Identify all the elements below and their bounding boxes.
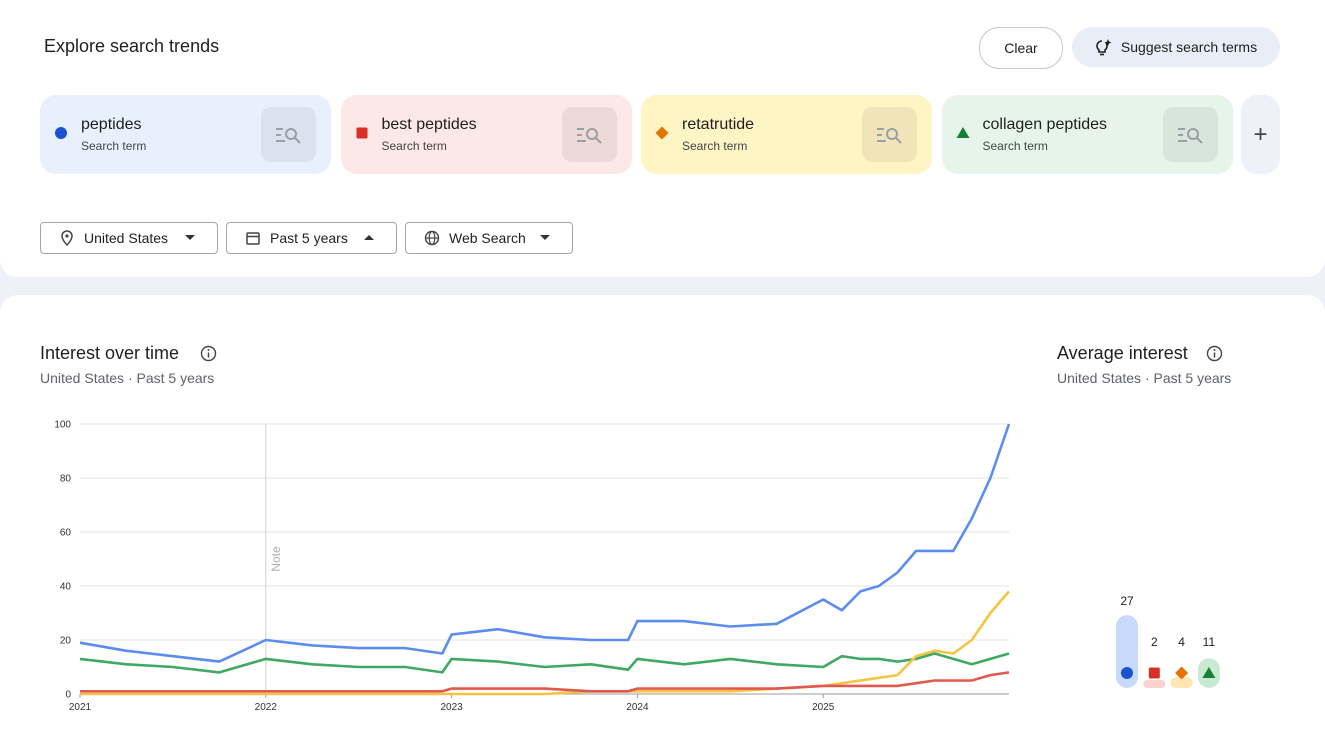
average-marker: [1202, 667, 1216, 678]
filter-label: United States: [84, 230, 169, 246]
compare-button[interactable]: [1162, 107, 1218, 162]
average-bar: [1143, 680, 1166, 688]
term-card[interactable]: retatrutide Search term: [641, 95, 932, 174]
note-label: Note: [269, 546, 283, 572]
term-type: Search term: [81, 139, 147, 153]
average-bar: [1116, 615, 1138, 688]
value-label: 11: [1203, 635, 1216, 649]
marker: [55, 127, 67, 139]
term-card[interactable]: best peptides Search term: [340, 95, 632, 174]
suggest-icon: [1096, 39, 1112, 56]
series-line: [80, 590, 1010, 696]
legend-marker: [356, 127, 367, 139]
chart-subtitle: United States · Past 5 years: [40, 370, 215, 386]
average-bar: [1170, 677, 1193, 688]
legend-marker: [956, 127, 969, 138]
series-line: [79, 652, 1010, 674]
compare-button[interactable]: [261, 107, 316, 162]
filter-label: Past 5 years: [270, 230, 348, 246]
term-card[interactable]: peptides Search term: [40, 95, 331, 174]
value-label: 4: [1178, 635, 1185, 649]
marker: [956, 127, 969, 138]
suggest-label: Suggest search terms: [1120, 39, 1258, 55]
series-line: [80, 671, 1010, 693]
suggest-button[interactable]: Suggest search terms: [1072, 27, 1280, 67]
bottom-panel: [0, 295, 1325, 742]
value-label: 27: [1120, 594, 1134, 608]
clear-button[interactable]: Clear: [979, 27, 1063, 69]
y-tick-label: 0: [65, 690, 71, 701]
term-type: Search term: [982, 139, 1048, 153]
x-tick-label: 2024: [626, 702, 649, 713]
info-icon[interactable]: [1206, 345, 1223, 362]
term-card[interactable]: collagen peptides Search term: [941, 95, 1233, 174]
search-icon: [276, 128, 301, 144]
marker: [1175, 666, 1189, 680]
legend-label: retatrutide: [682, 116, 755, 133]
info-icon[interactable]: [200, 345, 217, 362]
y-tick-label: 40: [60, 582, 72, 593]
filter-label: Web Search: [449, 230, 526, 246]
time-filter[interactable]: Past 5 years: [226, 222, 397, 254]
y-tick-label: 80: [60, 474, 72, 485]
marker: [1202, 667, 1216, 678]
x-tick-label: 2022: [255, 702, 278, 713]
value-label: 2: [1151, 635, 1158, 649]
average-marker: [1148, 667, 1160, 679]
y-tick-label: 100: [54, 420, 71, 431]
x-tick-label: 2023: [440, 702, 463, 713]
term-type: Search term: [381, 139, 447, 153]
average-marker: [1175, 666, 1189, 680]
legend-marker: [55, 127, 67, 139]
compare-button[interactable]: [561, 107, 617, 162]
term-type: Search term: [682, 139, 748, 153]
series-line: [79, 423, 1011, 663]
y-tick-label: 20: [60, 636, 72, 647]
chart-title: Average interest: [1057, 343, 1188, 363]
marker: [1148, 667, 1160, 679]
marker: [655, 126, 669, 140]
search-type-filter[interactable]: Web Search: [405, 222, 573, 254]
marker: [1121, 667, 1133, 679]
page-title: Explore search trends: [44, 36, 220, 56]
search-icon: [1177, 128, 1203, 144]
search-icon: [576, 128, 602, 144]
location-filter[interactable]: United States: [40, 222, 218, 254]
marker: [356, 127, 367, 139]
add-term-button[interactable]: +: [1241, 95, 1280, 174]
legend-marker: [655, 126, 669, 140]
average-marker: [1121, 667, 1133, 679]
chart-subtitle: United States · Past 5 years: [1057, 370, 1232, 386]
x-tick-label: 2021: [69, 702, 92, 713]
compare-button[interactable]: [862, 107, 917, 162]
legend-label: best peptides: [381, 116, 477, 133]
legend-label: peptides: [81, 116, 142, 133]
chart-title: Interest over time: [40, 343, 180, 363]
x-tick-label: 2025: [812, 702, 835, 713]
y-tick-label: 60: [60, 528, 72, 539]
legend-label: collagen peptides: [982, 116, 1108, 133]
search-icon: [877, 128, 902, 144]
